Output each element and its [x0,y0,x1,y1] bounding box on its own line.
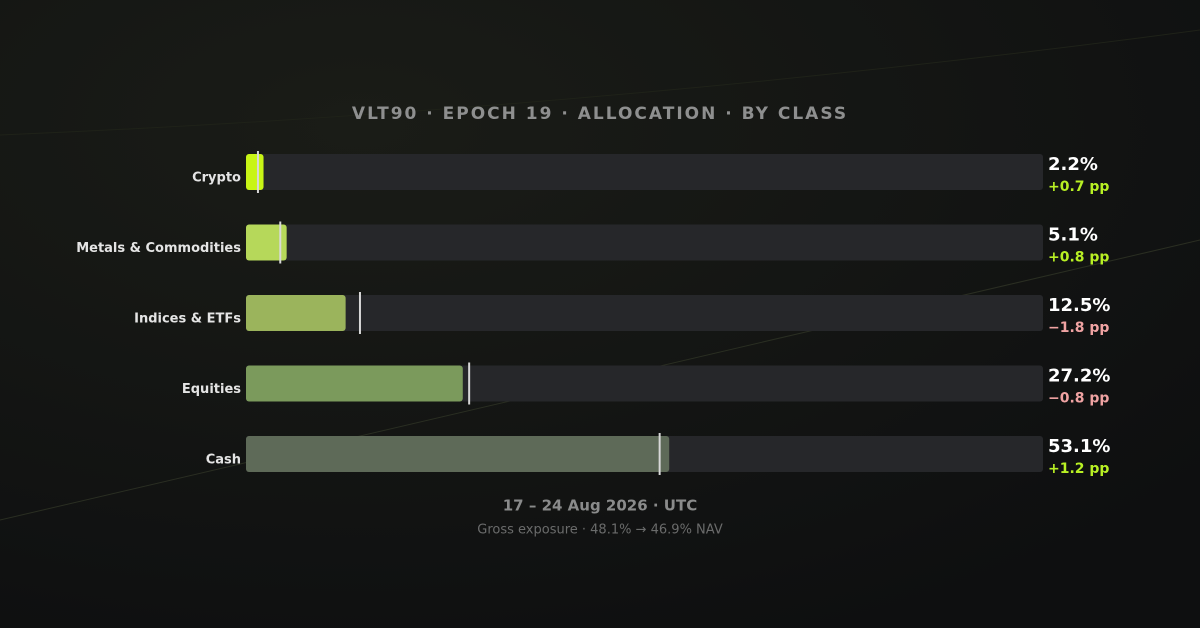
bar [246,224,287,261]
bar-track [246,224,1043,261]
date-range: 17 – 24 Aug 2026 · UTC [503,497,697,515]
change-label: +0.7 pp [1048,179,1109,195]
value-label: 53.1% [1048,436,1110,457]
change-label: −1.8 pp [1048,320,1109,336]
chart-title: VLT90 · EPOCH 19 · ALLOCATION · BY CLASS [352,104,848,124]
value-label: 27.2% [1048,366,1110,387]
bar [246,154,264,190]
change-label: −0.8 pp [1048,391,1109,407]
value-label: 12.5% [1048,295,1110,316]
category-label: Equities [182,382,241,397]
bar-track [246,154,1043,190]
category-label: Metals & Commodities [76,241,241,256]
category-label: Cash [206,453,241,468]
change-label: +0.8 pp [1048,250,1109,266]
value-label: 2.2% [1048,154,1098,175]
category-label: Crypto [192,171,241,186]
bar [246,436,670,472]
bar [246,365,463,402]
change-label: +1.2 pp [1048,461,1109,477]
note: Gross exposure · 48.1% → 46.9% NAV [477,523,723,538]
bar-track [246,295,1043,331]
value-label: 5.1% [1048,225,1098,246]
category-label: Indices & ETFs [134,312,241,327]
bar [246,295,346,331]
decor-line [0,29,1200,136]
